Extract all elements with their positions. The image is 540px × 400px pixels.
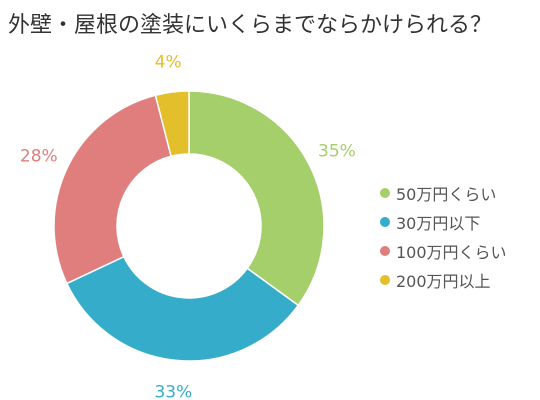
slice-percent-label-3: 28% [20, 146, 58, 166]
legend-item-1: 50万円くらい [380, 178, 507, 207]
legend-swatch-2 [380, 216, 390, 227]
slice-percent-label-1: 35% [318, 142, 356, 162]
legend-item-4: 200万円以上 [380, 265, 507, 294]
slice-percent-label-2: 33% [154, 382, 192, 400]
donut-slice-4 [154, 90, 190, 158]
legend-label-1: 50万円くらい [396, 184, 497, 204]
donut-slice-2 [65, 255, 300, 362]
legend-item-2: 30万円以下 [380, 207, 507, 236]
donut-slice-3 [53, 94, 173, 285]
chart-title: 外壁・屋根の塗装にいくらまでならかけられる？ [8, 13, 493, 38]
legend-swatch-4 [380, 274, 390, 285]
legend-label-3: 100万円くらい [396, 242, 507, 262]
chart-legend: 50万円くらい 30万円以下 100万円くらい 200万円以上 [380, 178, 507, 294]
legend-swatch-1 [380, 187, 390, 198]
legend-item-3: 100万円くらい [380, 236, 507, 265]
legend-label-4: 200万円以上 [396, 271, 491, 291]
slice-percent-label-4: 4% [155, 52, 182, 72]
legend-swatch-3 [380, 245, 390, 256]
legend-label-2: 30万円以下 [396, 213, 481, 233]
donut-slice-1 [188, 90, 325, 307]
